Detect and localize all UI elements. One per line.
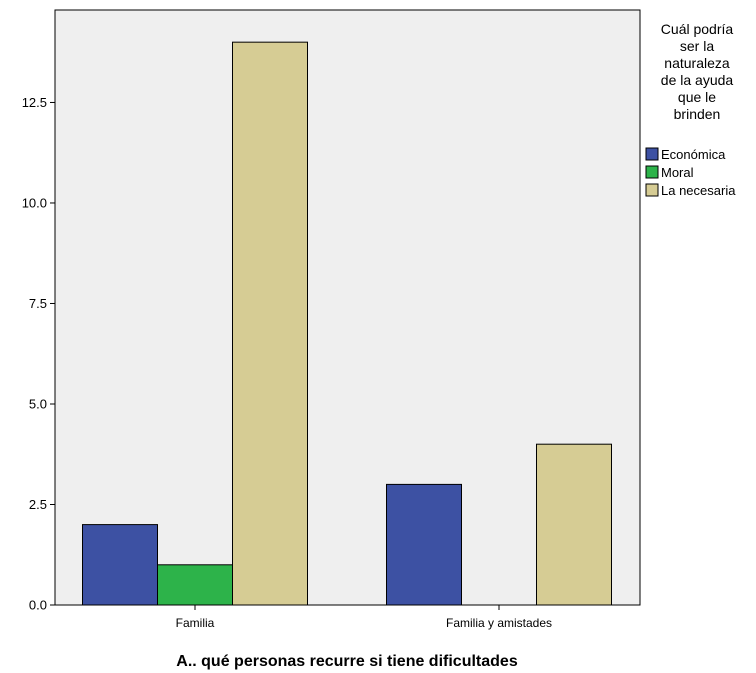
y-axis: 0.0 2.5 5.0 7.5 10.0 12.5	[22, 95, 55, 613]
legend-label: La necesaria	[661, 183, 736, 198]
x-axis-label: A.. qué personas recurre si tiene dificu…	[176, 653, 518, 670]
bar-moral-0	[157, 564, 233, 606]
y-tick-label: 10.0	[22, 195, 47, 210]
y-tick-label: 5.0	[29, 396, 47, 411]
legend-label: Moral	[661, 165, 694, 180]
x-tick-label: Familia	[176, 616, 215, 630]
legend-swatch	[645, 147, 659, 161]
legend-title-line: de la ayuda	[661, 72, 734, 88]
legend-swatch	[645, 165, 659, 179]
y-tick-label: 7.5	[29, 296, 47, 311]
x-axis: Familia Familia y amistades	[176, 605, 552, 630]
bar-la-necesaria-1	[536, 443, 612, 606]
y-tick-label: 0.0	[29, 598, 47, 613]
x-tick-label: Familia y amistades	[446, 616, 552, 630]
legend-title-line: Cuál podría	[661, 21, 734, 37]
bar-económica-0	[82, 524, 158, 606]
bar-la-necesaria-0	[232, 41, 308, 606]
bars	[82, 41, 612, 606]
legend-title-line: que le	[678, 89, 716, 105]
legend-title-line: naturaleza	[664, 55, 730, 71]
legend-title-line: ser la	[680, 38, 714, 54]
legend-title-line: brinden	[674, 106, 721, 122]
bar-económica-1	[386, 483, 462, 606]
y-tick-label: 2.5	[29, 497, 47, 512]
legend-label: Económica	[661, 147, 726, 162]
legend-swatch	[645, 183, 659, 197]
y-tick-label: 12.5	[22, 95, 47, 110]
